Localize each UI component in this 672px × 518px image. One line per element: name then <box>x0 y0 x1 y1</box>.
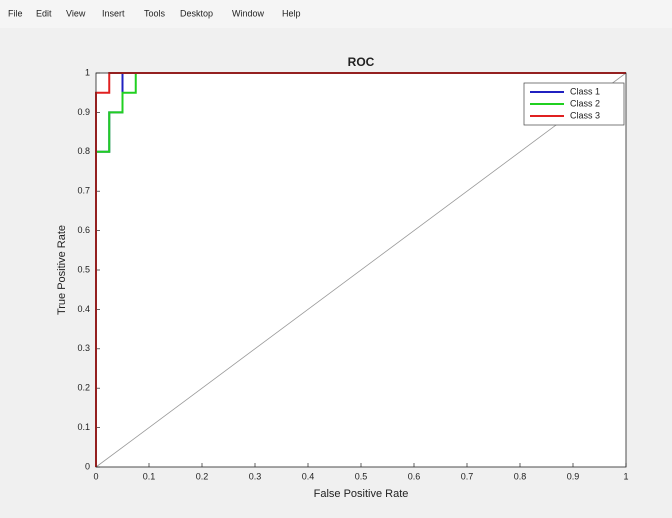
y-tick-label: 0.7 <box>77 186 90 196</box>
menu-item[interactable]: Desktop <box>180 8 213 18</box>
menu-item[interactable]: Window <box>232 8 265 18</box>
x-tick-label: 0.9 <box>567 471 580 481</box>
menu-item[interactable]: File <box>8 8 23 18</box>
x-tick-label: 0.1 <box>143 471 156 481</box>
y-tick-label: 0.1 <box>77 422 90 432</box>
x-tick-label: 0 <box>93 471 98 481</box>
y-axis-label: True Positive Rate <box>56 225 68 315</box>
y-tick-label: 0.6 <box>77 225 90 235</box>
x-tick-label: 0.4 <box>302 471 315 481</box>
menu-item[interactable]: Edit <box>36 8 52 18</box>
page: ROC False Positive Rate True Positive Ra… <box>0 0 672 518</box>
x-axis-label: False Positive Rate <box>314 488 409 500</box>
figure-window: ROC False Positive Rate True Positive Ra… <box>0 0 672 518</box>
legend-label: Class 2 <box>570 98 600 108</box>
legend-label: Class 1 <box>570 86 600 96</box>
y-tick-label: 0.8 <box>77 146 90 156</box>
x-tick-label: 0.5 <box>355 471 368 481</box>
y-tick-label: 0.4 <box>77 304 90 314</box>
legend-label: Class 3 <box>570 110 600 120</box>
x-tick-label: 1 <box>623 471 628 481</box>
x-tick-label: 0.6 <box>408 471 421 481</box>
y-tick-label: 0.5 <box>77 264 90 274</box>
y-tick-label: 1 <box>85 67 90 77</box>
menu-item[interactable]: Insert <box>102 8 125 18</box>
chart-title: ROC <box>348 55 375 69</box>
menu-item[interactable]: Help <box>282 8 301 18</box>
x-tick-label: 0.8 <box>514 471 527 481</box>
menu-bar <box>0 0 672 28</box>
y-tick-label: 0.2 <box>77 383 90 393</box>
x-tick-label: 0.3 <box>249 471 262 481</box>
y-tick-label: 0.3 <box>77 343 90 353</box>
y-tick-label: 0.9 <box>77 107 90 117</box>
x-tick-label: 0.7 <box>461 471 474 481</box>
x-tick-label: 0.2 <box>196 471 209 481</box>
y-tick-label: 0 <box>85 461 90 471</box>
menu-item[interactable]: View <box>66 8 86 18</box>
menu-item[interactable]: Tools <box>144 8 166 18</box>
